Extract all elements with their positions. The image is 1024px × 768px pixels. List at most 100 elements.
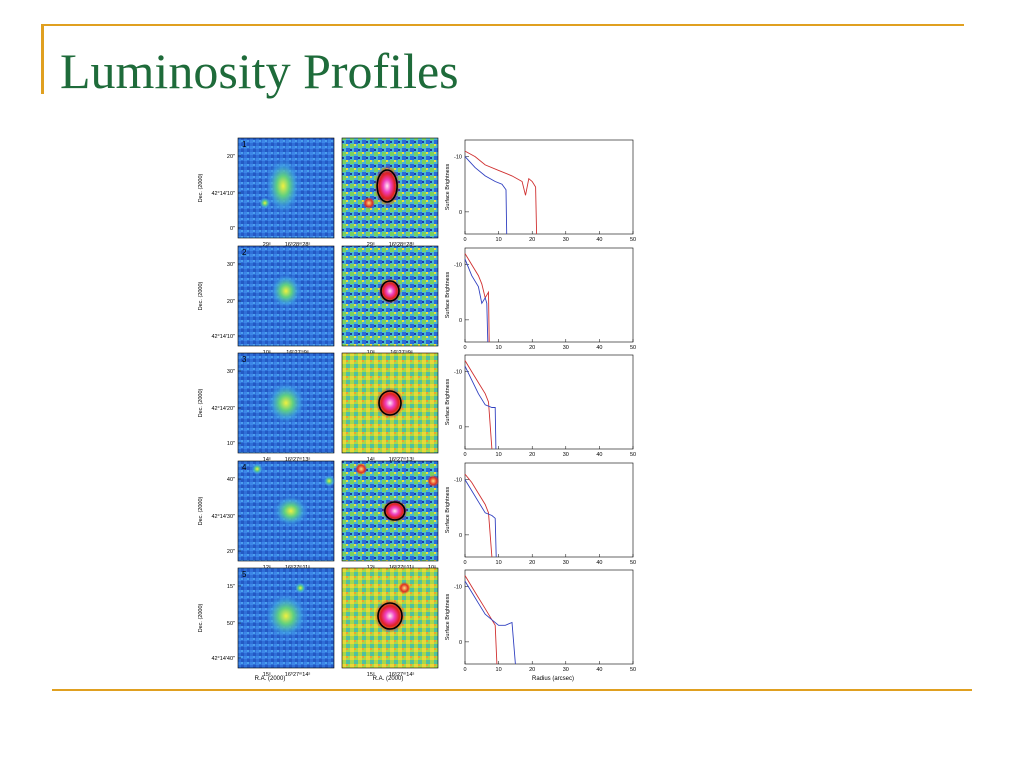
side-rule (41, 24, 44, 94)
red-profile-line (464, 473, 493, 558)
xtick-label: 10 (496, 345, 502, 351)
blue-profile-line (464, 479, 497, 558)
galaxy-blob (264, 592, 308, 640)
figure-svg: 1 Dec. (2000) 20" 42°14'10" 0" 29ˢ 16ʰ28ᵐ28ˢ 29… (198, 137, 636, 682)
xtick-label: 10 (496, 452, 502, 458)
dec-tick-label: 42°14'10" (211, 334, 235, 340)
profile-plot-frame (464, 462, 634, 558)
ytick-label: -10 (454, 263, 462, 269)
dec-tick-label: 20" (227, 549, 235, 555)
radius-axis-label: Radius (arcsec) (532, 676, 574, 682)
xtick-label: 40 (596, 560, 602, 566)
ytick-label: -10 (454, 155, 462, 161)
xtick-label: 50 (630, 345, 636, 351)
galaxy-blob (266, 381, 306, 425)
galaxy-core (374, 165, 401, 207)
xtick-label: 40 (596, 667, 602, 673)
red-profile-line (464, 150, 538, 235)
xtick-label: 30 (563, 237, 569, 243)
ra-tick-left: 29ˢ (367, 242, 375, 248)
xtick-label: 30 (563, 452, 569, 458)
ra-axis-label-1: R.A. (2000) (255, 676, 286, 682)
dec-tick-label: 30" (227, 369, 235, 375)
dec-axis-label: Dec. (2000) (198, 388, 204, 417)
galaxy-core (381, 499, 408, 523)
xtick-label: 40 (596, 237, 602, 243)
ra-tick-left: 14ˢ (367, 457, 375, 463)
dec-axis-label: Dec. (2000) (198, 496, 204, 525)
dec-tick-label: 42°14'10" (211, 191, 235, 197)
xtick-label: 20 (529, 345, 535, 351)
dec-tick-label: 40" (227, 477, 235, 483)
galaxy-blob (269, 273, 303, 309)
xtick-label: 10 (496, 237, 502, 243)
xtick-label: 0 (463, 560, 466, 566)
dec-tick-label: 42°14'40" (211, 656, 235, 662)
ytick-label: 0 (459, 640, 462, 646)
galaxy-blob (265, 157, 302, 215)
xtick-label: 0 (463, 237, 466, 243)
aperture-ellipse (378, 390, 402, 416)
xtick-label: 0 (463, 345, 466, 351)
top-rule (41, 24, 964, 26)
figure-row (237, 137, 634, 239)
xtick-label: 30 (563, 560, 569, 566)
star-core (355, 463, 368, 475)
figure-row (237, 352, 634, 454)
luminosity-figure: 1 Dec. (2000) 20" 42°14'10" 0" 29ˢ 16ʰ28ᵐ28ˢ 29… (190, 128, 650, 688)
ytick-label: 0 (459, 318, 462, 324)
profile-plot-frame (464, 354, 634, 450)
star-core (398, 582, 411, 594)
slide-title: Luminosity Profiles (60, 43, 459, 99)
dec-tick-label: 20" (227, 154, 235, 160)
surface-brightness-label: Surface Brightness (445, 594, 451, 641)
galaxy-blob (272, 494, 309, 528)
dec-tick-label: 30" (227, 262, 235, 268)
dec-axis-label: Dec. (2000) (198, 603, 204, 632)
xtick-label: 50 (630, 452, 636, 458)
xtick-label: 10 (496, 667, 502, 673)
surface-brightness-label: Surface Brightness (445, 379, 451, 426)
ytick-label: -10 (454, 585, 462, 591)
aperture-ellipse (377, 602, 403, 630)
ra-tick-left: 14ˢ (263, 457, 271, 463)
xtick-label: 20 (529, 237, 535, 243)
ytick-label: 0 (459, 425, 462, 431)
dec-tick-label: 50" (227, 621, 235, 627)
ra-tick-right: 16ʰ27ᵐ13ˢ (285, 456, 311, 463)
panel-number: 5 (242, 570, 247, 579)
star-blob (294, 582, 307, 594)
panel-number: 2 (242, 248, 247, 257)
ytick-label: -10 (454, 478, 462, 484)
aperture-ellipse (380, 280, 400, 302)
xtick-label: 20 (529, 452, 535, 458)
aperture-ellipse (384, 501, 406, 521)
xtick-label: 30 (563, 345, 569, 351)
star-core (427, 475, 440, 487)
ra-tick-right: 16ʰ27ᵐ9ˢ (390, 349, 413, 356)
ra-tick-right: 16ʰ27ᵐ13ˢ (389, 456, 415, 463)
profile-plot-frame (464, 569, 634, 665)
ra-tick-right: 16ʰ28ᵐ28ˢ (285, 241, 311, 248)
dec-tick-label: 0" (230, 226, 235, 232)
profile-plot-frame (464, 139, 634, 235)
xtick-label: 10 (496, 560, 502, 566)
panel-number: 3 (242, 355, 247, 364)
star-blob (258, 197, 271, 209)
star-core (362, 197, 375, 209)
dec-tick-label: 42°14'30" (211, 514, 235, 520)
ra-tick-right: 16ʰ27ᵐ11ˢ (389, 564, 414, 571)
xtick-label: 50 (630, 237, 636, 243)
star-blob (323, 475, 336, 487)
red-profile-line (464, 575, 498, 665)
ra-tick-right: 16ʰ27ᵐ9ˢ (286, 349, 309, 356)
xtick-label: 50 (630, 560, 636, 566)
figure-row (237, 245, 634, 347)
ra-axis-label-2: R.A. (2000) (373, 676, 404, 682)
dec-tick-label: 42°14'20" (211, 406, 235, 412)
panel-number: 1 (242, 140, 247, 149)
ytick-label: -10 (454, 370, 462, 376)
figure-row (237, 460, 634, 562)
dec-tick-label: 10" (227, 441, 235, 447)
blue-profile-line (464, 156, 508, 235)
